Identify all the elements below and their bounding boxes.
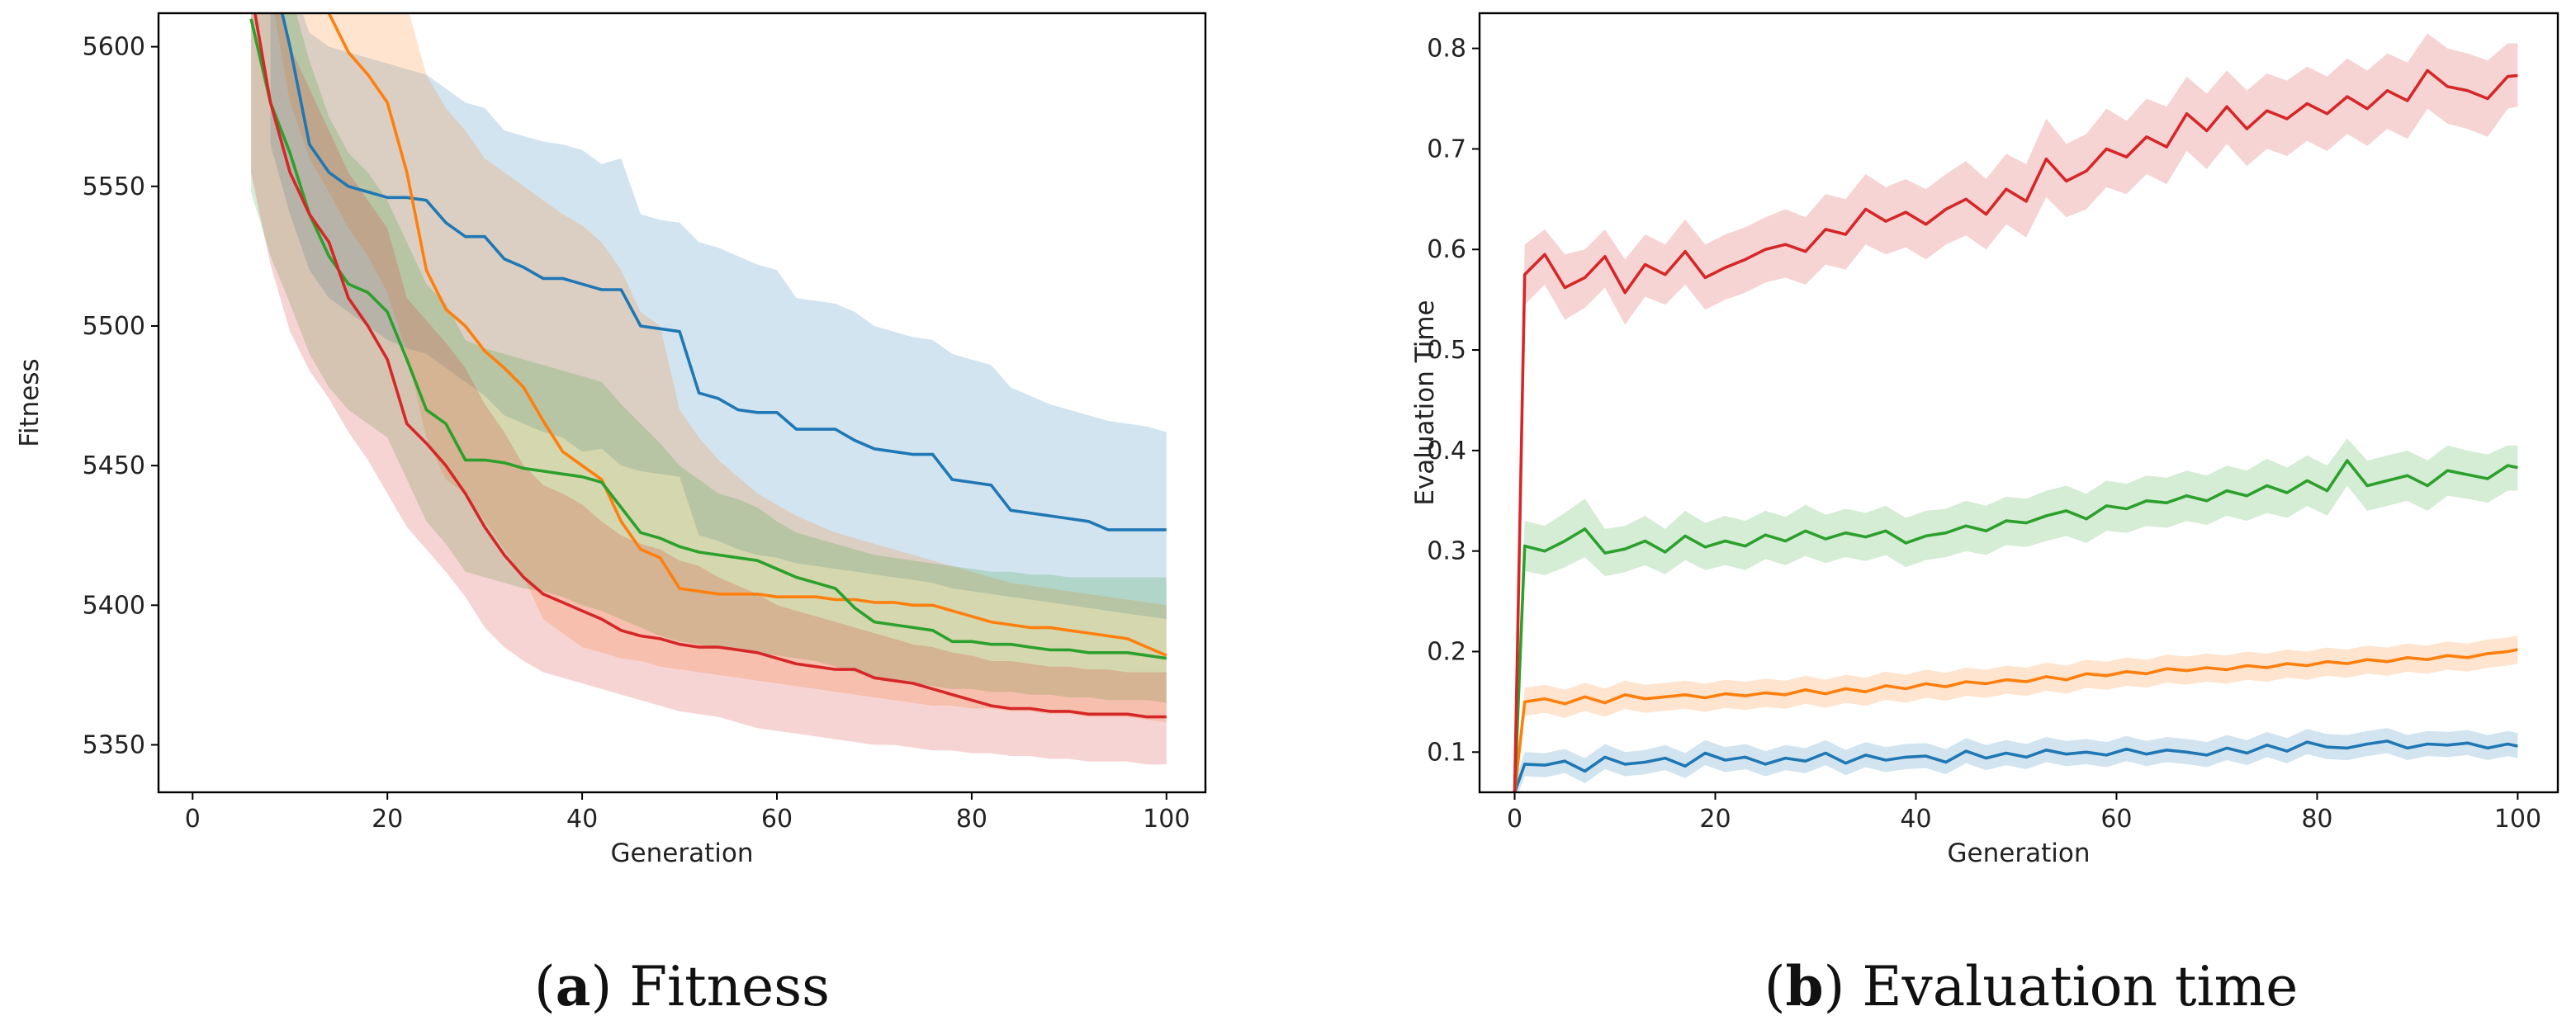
evaltime-bands — [1514, 33, 2518, 792]
y-tick-label: 0.1 — [1427, 738, 1466, 767]
line-blue — [1513, 739, 2518, 792]
line-orange — [327, 13, 1167, 657]
caption-a-letter: a — [556, 954, 591, 1018]
y-tick-label: 0.5 — [1427, 336, 1466, 365]
band-orange — [1514, 635, 2518, 792]
x-tick-label: 80 — [2301, 805, 2332, 834]
caption-b-letter: b — [1785, 954, 1823, 1018]
panel-b: 0 20 40 60 80 100 0.1 0.2 0.3 0.4 0.5 0.6 0.7 0.8 Gen… — [1410, 12, 2559, 1018]
x-tick-label: 40 — [566, 805, 598, 834]
line-red — [1513, 69, 2518, 792]
x-tick-label: 20 — [1699, 805, 1731, 834]
x-tick-label: 80 — [956, 805, 987, 834]
y-tick-label: 0.3 — [1427, 537, 1466, 566]
y-tick-label: 5400 — [83, 591, 145, 620]
fitness-plot-frame — [157, 12, 1207, 794]
band-blue — [1514, 728, 2518, 792]
band-green — [1514, 438, 2518, 792]
x-tick-label: 60 — [2100, 805, 2132, 834]
caption-b-text: Evaluation time — [1862, 955, 2298, 1018]
caption-a-text: Fitness — [629, 955, 830, 1018]
evaltime-ticks: 0 20 40 60 80 100 0.1 0.2 0.3 0.4 0.5 0.6 0.7 0.8 — [1427, 35, 2541, 834]
band-green — [251, 13, 1167, 703]
evaltime-plot-frame — [1478, 12, 2559, 794]
y-tick-label: 5600 — [83, 33, 145, 62]
evaltime-lines — [1513, 69, 2518, 792]
x-tick-label: 100 — [2494, 805, 2541, 834]
y-tick-label: 5350 — [83, 730, 145, 759]
line-blue — [280, 13, 1167, 532]
fitness-ylabel: Fitness — [15, 358, 45, 446]
fitness-xlabel: Generation — [611, 839, 754, 868]
band-orange — [274, 13, 1167, 723]
line-green — [1513, 459, 2518, 792]
fitness-bands — [251, 13, 1167, 765]
y-tick-label: 0.2 — [1427, 637, 1466, 666]
fitness-ticks: 0 20 40 60 80 100 5350 5400 5450 5500 5550 5600 — [83, 33, 1191, 834]
band-red — [1514, 33, 2518, 792]
fitness-lines — [249, 13, 1167, 719]
y-tick-label: 0.7 — [1427, 135, 1466, 163]
y-tick-label: 0.6 — [1427, 235, 1466, 264]
panel-a: 0 20 40 60 80 100 5350 5400 5450 5500 5550 5600 Gen… — [15, 12, 1207, 1018]
y-tick-label: 5550 — [83, 172, 145, 201]
line-red — [253, 13, 1167, 719]
caption-b: (b) Evaluation time — [1764, 954, 2299, 1018]
caption-a: (a) Fitness — [534, 954, 830, 1018]
x-tick-label: 0 — [1507, 805, 1522, 834]
x-tick-label: 60 — [761, 805, 793, 834]
y-tick-label: 0.8 — [1427, 35, 1466, 64]
x-tick-label: 20 — [372, 805, 403, 834]
line-green — [249, 18, 1167, 660]
x-tick-label: 0 — [185, 805, 201, 834]
y-tick-label: 0.4 — [1427, 437, 1466, 465]
y-tick-label: 5500 — [83, 312, 145, 341]
line-orange — [1513, 648, 2518, 792]
y-tick-label: 5450 — [83, 451, 145, 480]
evaltime-ylabel: Evaluation Time — [1410, 300, 1440, 505]
evaltime-xlabel: Generation — [1948, 839, 2091, 868]
x-tick-label: 40 — [1900, 805, 1931, 834]
band-red — [251, 13, 1167, 765]
x-tick-label: 100 — [1143, 805, 1190, 834]
